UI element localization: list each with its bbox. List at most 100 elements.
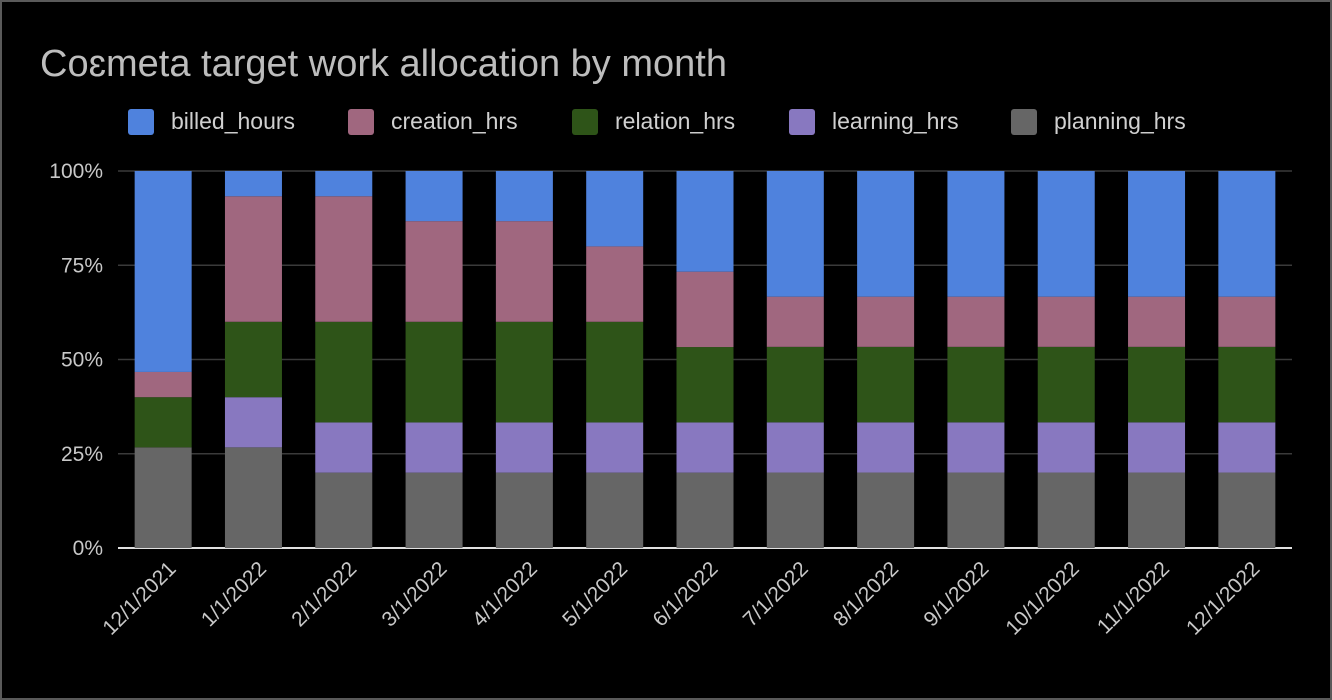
legend-label: planning_hrs [1054, 108, 1186, 134]
bar-segment-creation-hrs [1218, 296, 1276, 347]
bar-segment-planning-hrs [224, 447, 282, 548]
bar-segment-billed-hours [947, 171, 1005, 297]
legend-swatch [1011, 109, 1037, 135]
y-tick-label: 25% [61, 443, 103, 466]
bar-segment-relation-hrs [224, 321, 282, 398]
bar-segment-creation-hrs [857, 296, 915, 347]
x-tick-label: 2/1/2022 [287, 557, 361, 631]
x-tick-label: 8/1/2022 [829, 557, 903, 631]
x-axis: 12/1/2021 1/1/2022 2/1/2022 3/1/2022 4/1/202… [98, 557, 1264, 639]
bar-segment-billed-hours [1218, 171, 1276, 297]
legend-item: creation_hrs [348, 108, 518, 135]
bar-stack [134, 171, 192, 548]
bar-segment-relation-hrs [495, 321, 553, 423]
bar-segment-billed-hours [1037, 171, 1095, 297]
bars [134, 171, 1276, 548]
bar-segment-planning-hrs [405, 472, 463, 548]
bar-stack [766, 171, 824, 548]
legend: billed_hours creation_hrs relation_hrs lear… [128, 108, 1186, 135]
bar-segment-planning-hrs [134, 447, 192, 548]
legend-label: creation_hrs [391, 108, 518, 134]
bar-segment-relation-hrs [676, 347, 734, 423]
bar-segment-learning-hrs [857, 422, 915, 473]
legend-swatch [572, 109, 598, 135]
bar-segment-relation-hrs [315, 321, 373, 423]
x-tick-label: 10/1/2022 [1001, 557, 1083, 639]
bar-segment-relation-hrs [857, 346, 915, 423]
legend-item: relation_hrs [572, 108, 735, 135]
bar-stack [495, 171, 553, 548]
y-tick-label: 0% [73, 537, 103, 560]
bar-segment-billed-hours [224, 171, 282, 197]
bar-segment-billed-hours [134, 171, 192, 372]
bar-stack [586, 171, 644, 548]
x-tick-label: 3/1/2022 [378, 557, 452, 631]
chart-title: Coɛmeta target work allocation by month [40, 43, 727, 85]
bar-segment-billed-hours [676, 171, 734, 272]
bar-segment-creation-hrs [315, 196, 373, 322]
x-tick-label: 4/1/2022 [468, 557, 542, 631]
legend-item: planning_hrs [1011, 108, 1186, 135]
x-tick-label: 7/1/2022 [739, 557, 813, 631]
x-tick-label: 12/1/2022 [1182, 557, 1264, 639]
bar-segment-billed-hours [766, 171, 824, 297]
y-tick-label: 75% [61, 254, 103, 277]
bar-segment-relation-hrs [405, 321, 463, 423]
bar-segment-learning-hrs [947, 422, 1005, 473]
y-axis: 0% 25% 50% 75% 100% [49, 160, 103, 560]
bar-stack [1218, 171, 1276, 548]
bar-segment-planning-hrs [676, 472, 734, 548]
bar-segment-billed-hours [857, 171, 915, 297]
bar-segment-billed-hours [586, 171, 644, 247]
bar-segment-learning-hrs [676, 422, 734, 473]
bar-segment-relation-hrs [1128, 346, 1186, 423]
x-tick-label: 5/1/2022 [558, 557, 632, 631]
bar-segment-learning-hrs [224, 397, 282, 448]
bar-segment-learning-hrs [586, 422, 644, 473]
legend-item: billed_hours [128, 108, 295, 135]
bar-segment-relation-hrs [134, 397, 192, 448]
legend-swatch [789, 109, 815, 135]
y-tick-label: 50% [61, 349, 103, 372]
bar-stack [1037, 171, 1095, 548]
bar-segment-learning-hrs [1037, 422, 1095, 473]
x-tick-label: 1/1/2022 [197, 557, 271, 631]
x-tick-label: 6/1/2022 [648, 557, 722, 631]
bar-segment-creation-hrs [1037, 296, 1095, 347]
bar-segment-planning-hrs [1037, 472, 1095, 548]
bar-segment-creation-hrs [1128, 296, 1186, 347]
bar-segment-creation-hrs [405, 221, 463, 322]
bar-segment-billed-hours [1128, 171, 1186, 297]
bar-stack [405, 171, 463, 548]
legend-label: billed_hours [171, 108, 295, 134]
bar-segment-planning-hrs [766, 472, 824, 548]
legend-label: learning_hrs [832, 108, 959, 134]
bar-segment-learning-hrs [405, 422, 463, 473]
x-tick-label: 9/1/2022 [919, 557, 993, 631]
legend-swatch [348, 109, 374, 135]
legend-swatch [128, 109, 154, 135]
bar-segment-planning-hrs [315, 472, 373, 548]
legend-item: learning_hrs [789, 108, 959, 135]
bar-segment-creation-hrs [495, 221, 553, 322]
x-tick-label: 11/1/2022 [1093, 557, 1174, 638]
bar-segment-relation-hrs [1218, 346, 1276, 423]
bar-segment-billed-hours [495, 171, 553, 222]
bar-segment-creation-hrs [134, 371, 192, 398]
bar-segment-learning-hrs [1218, 422, 1276, 473]
bar-segment-relation-hrs [947, 346, 1005, 423]
bar-segment-creation-hrs [586, 246, 644, 322]
bar-stack [315, 171, 373, 548]
bar-segment-learning-hrs [1128, 422, 1186, 473]
bar-segment-learning-hrs [766, 422, 824, 473]
bar-stack [857, 171, 915, 548]
bar-stack [1128, 171, 1186, 548]
legend-label: relation_hrs [615, 108, 735, 134]
x-tick-label: 12/1/2021 [98, 557, 180, 639]
bar-segment-relation-hrs [586, 321, 644, 423]
bar-stack [676, 171, 734, 548]
bar-segment-creation-hrs [676, 271, 734, 348]
bar-segment-learning-hrs [495, 422, 553, 473]
